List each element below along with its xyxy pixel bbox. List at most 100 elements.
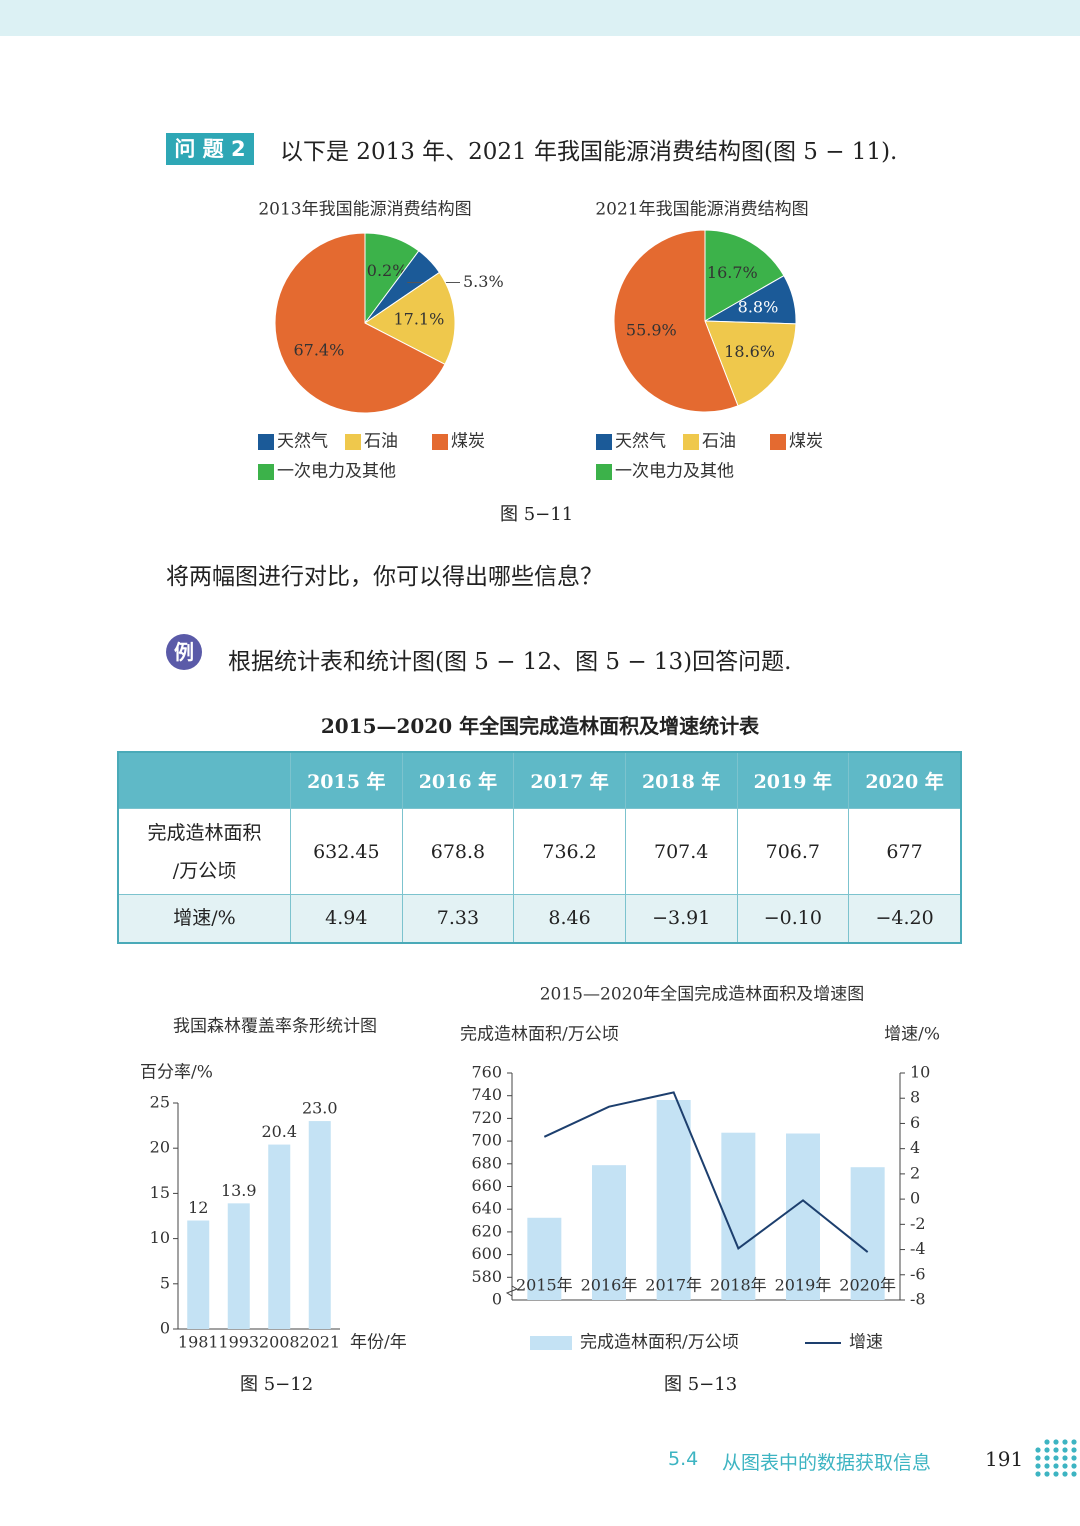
table-header-row: 2015 年 2016 年 2017 年 2018 年 2019 年 2020 年 [117, 751, 962, 809]
chart-title: 2015—2020年全国完成造林面积及增速图 [540, 985, 865, 1005]
page-number: 191 [985, 1447, 1024, 1471]
bar [850, 1167, 885, 1300]
y2-tick-label: 0 [910, 1189, 920, 1208]
y-tick-label: 720 [471, 1108, 502, 1127]
header-cell: 2015 年 [290, 751, 403, 809]
legend-label: 天然气 [615, 432, 666, 452]
problem-tag: 问 题 2 [166, 133, 254, 165]
example-text: 根据统计表和统计图(图 5 − 12、图 5 − 13)回答问题. [228, 649, 792, 675]
legend-label: 石油 [364, 432, 398, 452]
y-tick-label: 640 [471, 1199, 502, 1218]
cell: −3.91 [624, 894, 738, 943]
row-label-line: /万公顷 [172, 859, 237, 882]
dot [1071, 1463, 1077, 1469]
slice-label: 8.8% [738, 297, 779, 316]
header-cell [117, 751, 291, 809]
row-label-line: 增速/% [173, 907, 236, 930]
figure-caption: 图 5−12 [240, 1374, 314, 1395]
y-tick-label: 580 [471, 1267, 502, 1286]
y2-axis-label: 增速/% [884, 1025, 940, 1045]
legend-swatch [596, 434, 612, 450]
y-tick-label: 20 [150, 1138, 170, 1157]
row-label: 增速/% [117, 894, 291, 943]
slice-label: 18.6% [724, 342, 775, 361]
header-cell: 2017 年 [513, 751, 626, 809]
cell: 8.46 [513, 894, 626, 943]
cell: −4.20 [848, 894, 962, 943]
legend-label: 增速 [849, 1333, 883, 1353]
y-tick-label: 5 [160, 1273, 170, 1292]
pie-slice [274, 232, 446, 414]
figure-caption: 图 5−11 [500, 504, 574, 525]
y-tick-label: 680 [471, 1153, 502, 1172]
question: 将两幅图进行对比，你可以得出哪些信息？ [166, 564, 603, 590]
dot [1044, 1471, 1050, 1477]
figure-caption: 图 5−13 [664, 1374, 738, 1395]
row-label: 完成造林面积/万公顷 [117, 808, 291, 895]
dot [1044, 1447, 1050, 1453]
dot [1062, 1439, 1068, 1445]
x-axis-label: 年份/年 [350, 1333, 407, 1353]
header-cell: 2019 年 [736, 751, 850, 809]
legend-label: 煤炭 [451, 432, 485, 452]
y2-tick-label: 2 [910, 1163, 920, 1182]
chart-title: 2021年我国能源消费结构图 [595, 200, 808, 220]
value-label: 12 [188, 1198, 208, 1217]
dot [1044, 1455, 1050, 1461]
dot [1062, 1455, 1068, 1461]
bar [268, 1144, 291, 1329]
line [543, 1091, 869, 1253]
bar [656, 1100, 691, 1300]
header-cell: 2018 年 [624, 751, 738, 809]
x-tick-label: 1993 [218, 1333, 259, 1352]
axis-break [505, 1285, 519, 1297]
y2-tick-label: -2 [910, 1214, 926, 1233]
pie-slice [364, 271, 456, 366]
y-tick-label: 25 [150, 1093, 170, 1112]
y-tick-label: 600 [471, 1244, 502, 1263]
y-tick-label: 620 [471, 1221, 502, 1240]
pie-slice [704, 229, 785, 322]
example-tag: 例 [166, 634, 202, 670]
bar [592, 1165, 626, 1300]
slice-label: 10.2% [357, 261, 408, 280]
y-tick-label: 10 [150, 1228, 170, 1247]
cell: 678.8 [401, 808, 515, 895]
value-label: 20.4 [261, 1122, 297, 1141]
legend-swatch [596, 464, 612, 480]
legend-label: 一次电力及其他 [277, 462, 396, 482]
table-title: 2015—2020 年全国完成造林面积及增速统计表 [320, 714, 760, 738]
legend-label: 煤炭 [789, 432, 823, 452]
footer-section: 5.4 [668, 1448, 699, 1470]
dot [1062, 1463, 1068, 1469]
y-axis-label: 百分率/% [140, 1063, 213, 1083]
y2-tick-label: -4 [910, 1239, 926, 1258]
y-tick-label: 700 [471, 1131, 502, 1150]
x-tick-label: 2016年 [581, 1276, 638, 1295]
value-label: 23.0 [302, 1099, 338, 1118]
cell: 7.33 [401, 894, 515, 943]
table: 2015 年 2016 年 2017 年 2018 年 2019 年 2020 年完成造林… [117, 751, 962, 944]
header-cell: 2016 年 [401, 751, 515, 809]
dot [1071, 1455, 1077, 1461]
bar [187, 1220, 210, 1329]
legend-label: 一次电力及其他 [615, 462, 734, 482]
x-tick-label: 1981 [178, 1333, 219, 1352]
dot [1035, 1463, 1041, 1469]
dot [1035, 1447, 1041, 1453]
slice-label: 5.3% [463, 272, 504, 291]
table-row: 完成造林面积/万公顷 632.45 678.8 736.2 707.4 706.7 677 [117, 808, 962, 895]
dot [1071, 1439, 1077, 1445]
cell: 632.45 [290, 808, 403, 895]
y2-tick-label: 4 [910, 1138, 920, 1157]
y2-tick-label: 8 [910, 1088, 920, 1107]
legend-label: 石油 [702, 432, 736, 452]
x-tick-label: 2021 [299, 1333, 340, 1352]
dot [1071, 1471, 1077, 1477]
y-tick-label: 760 [471, 1063, 502, 1082]
dot [1053, 1447, 1059, 1453]
y2-tick-label: 10 [910, 1063, 930, 1082]
